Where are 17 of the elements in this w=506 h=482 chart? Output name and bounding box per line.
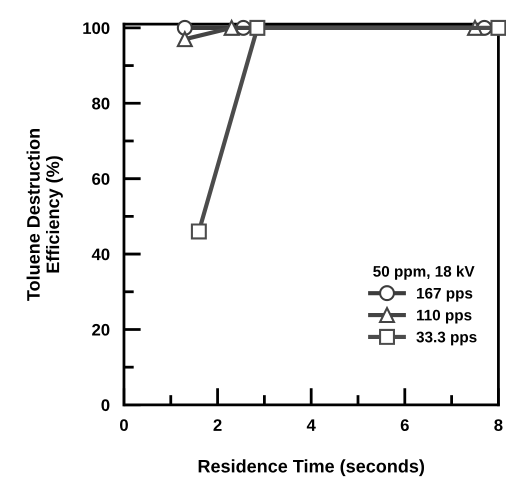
legend-label: 167 pps — [417, 288, 472, 302]
y-tick-label: 100 — [83, 22, 110, 34]
y-tick-label: 80 — [92, 98, 110, 110]
legend-label: 33.3 pps — [416, 332, 477, 346]
y-axis-title: Toluene Destruction Efficiency (%) — [26, 128, 63, 301]
y-tick-label: 0 — [101, 399, 110, 412]
x-axis-title: Residence Time (seconds) — [198, 459, 424, 476]
legend-title: 50 ppm, 18 kV — [373, 266, 475, 280]
x-tick-label: 8 — [494, 419, 503, 432]
y-tick-label: 20 — [92, 324, 110, 336]
y-tick-label: 40 — [92, 248, 110, 260]
y-tick-label: 60 — [92, 173, 110, 185]
legend-label: 110 pps — [417, 310, 472, 324]
x-tick-label: 2 — [214, 419, 222, 431]
x-tick-label: 6 — [400, 419, 409, 432]
x-tick-label: 0 — [120, 419, 128, 432]
x-tick-label: 4 — [306, 419, 316, 431]
